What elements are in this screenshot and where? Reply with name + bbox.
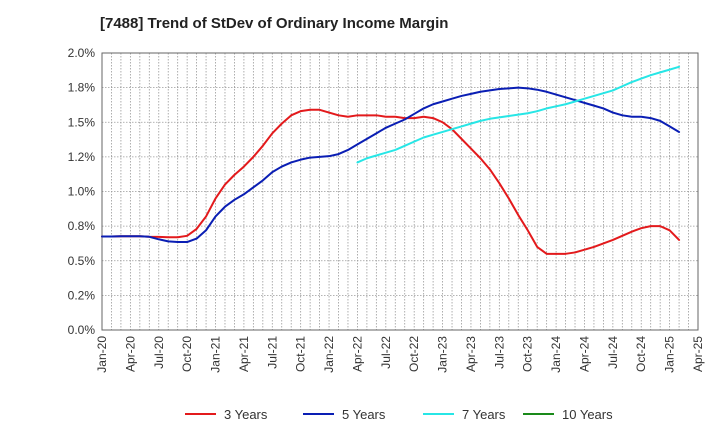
series-line-5-years <box>101 86 681 244</box>
y-tick-label: 1.0% <box>68 185 96 199</box>
y-tick-label: 1.2% <box>68 150 96 164</box>
x-tick-label: Apr-24 <box>577 336 591 372</box>
series-line-7-years <box>356 65 681 164</box>
x-tick-label: Jul-21 <box>265 336 279 369</box>
x-tick-label: Oct-23 <box>521 336 535 372</box>
axes <box>101 52 699 331</box>
x-tick-label: Jan-23 <box>436 336 450 373</box>
x-tick-label: Jul-20 <box>152 336 166 369</box>
x-tick-label: Apr-22 <box>350 336 364 372</box>
x-tick-labels: Jan-20 Apr-20 Jul-20 Oct-20 Jan-21 Apr-21 Jul-… <box>95 336 705 373</box>
x-tick-label: Jul-22 <box>379 336 393 369</box>
y-tick-label: 0.0% <box>68 323 96 337</box>
legend-label-10-years: 10 Years <box>562 407 613 422</box>
x-tick-label: Apr-21 <box>237 336 251 372</box>
x-tick-label: Jan-20 <box>95 336 109 373</box>
y-tick-labels: 0.0% 0.2% 0.5% 0.8% 1.0% 1.2% 1.5% 1.8% 2.0% <box>68 46 96 337</box>
x-tick-label: Oct-21 <box>294 336 308 372</box>
legend-label-7-years: 7 Years <box>462 407 506 422</box>
x-tick-label: Oct-24 <box>634 336 648 372</box>
legend-label-5-years: 5 Years <box>342 407 386 422</box>
legend: 3 Years 5 Years 7 Years 10 Years <box>185 407 613 422</box>
x-tick-label: Jan-25 <box>663 336 677 373</box>
x-tick-label: Apr-23 <box>464 336 478 372</box>
y-tick-label: 0.2% <box>68 288 96 302</box>
y-tick-label: 0.8% <box>68 219 96 233</box>
y-tick-label: 0.5% <box>68 254 96 268</box>
x-tick-label: Apr-20 <box>123 336 137 372</box>
x-tick-label: Jan-22 <box>322 336 336 373</box>
chart-title: [7488] Trend of StDev of Ordinary Income… <box>100 15 448 32</box>
x-tick-label: Oct-22 <box>407 336 421 372</box>
x-tick-label: Jan-24 <box>549 336 563 373</box>
grid <box>102 52 698 330</box>
x-tick-label: Apr-25 <box>691 336 705 372</box>
x-tick-label: Jul-23 <box>492 336 506 369</box>
y-tick-label: 1.5% <box>68 115 96 129</box>
x-tick-label: Oct-20 <box>180 336 194 372</box>
plot-border <box>101 52 699 331</box>
y-tick-label: 1.8% <box>68 81 96 95</box>
series-line-3-years <box>101 108 681 255</box>
series-layer <box>101 65 681 255</box>
x-tick-label: Jan-21 <box>209 336 223 373</box>
legend-label-3-years: 3 Years <box>224 407 268 422</box>
x-tick-label: Jul-24 <box>606 336 620 369</box>
y-tick-label: 2.0% <box>68 46 96 60</box>
